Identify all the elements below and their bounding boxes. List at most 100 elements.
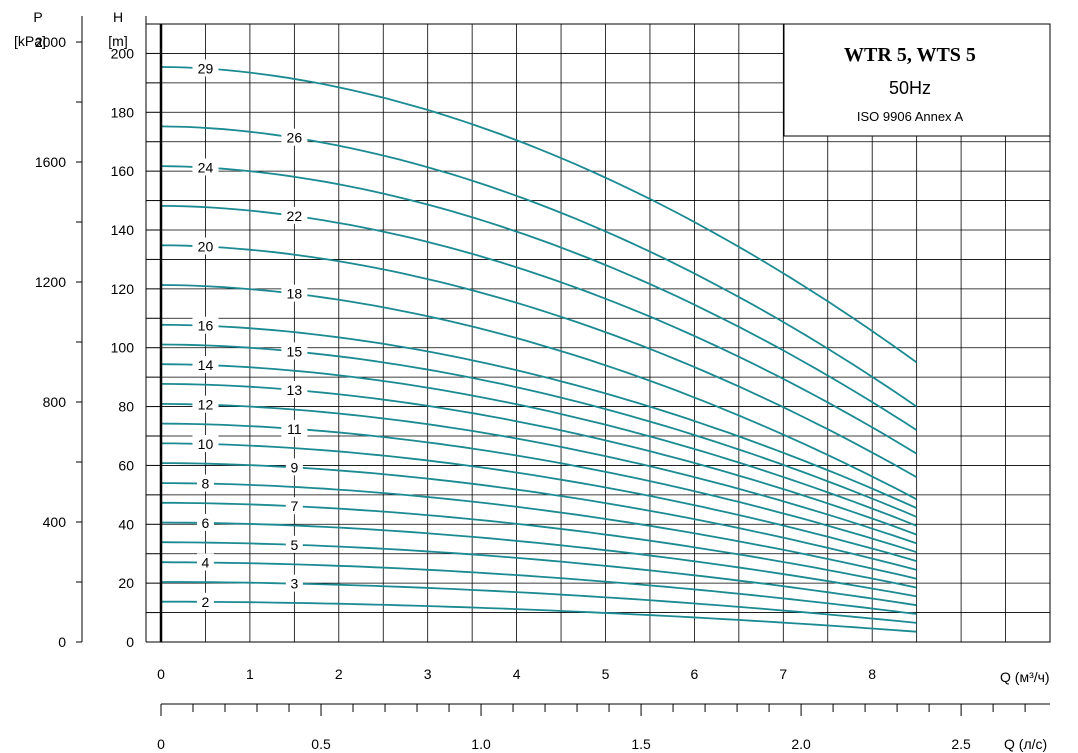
curve-label-6: 6 [202, 515, 210, 531]
curve-label-bg [192, 356, 219, 374]
curve-label-bg [196, 513, 214, 531]
curve-label-20: 20 [198, 239, 214, 255]
axes: P [kPa] H [m] Q (м³/ч) Q (л/с) 020406080… [14, 9, 1050, 752]
curve-label-14: 14 [198, 357, 214, 373]
x2-axis-tick-label: 0.5 [311, 736, 331, 752]
x-axis-label: Q (м³/ч) [1000, 669, 1050, 685]
x2-axis-tick-label: 1.5 [631, 736, 651, 752]
h-axis-tick-label: 80 [118, 399, 134, 415]
curve-label-22: 22 [287, 208, 303, 224]
curve-label-bg [281, 419, 308, 437]
h-axis-tick-label: 200 [111, 45, 135, 61]
x2-axis-tick-label: 2.0 [791, 736, 811, 752]
legend-title: WTR 5, WTS 5 [844, 44, 976, 66]
curve-label-13: 13 [287, 382, 303, 398]
curve-stages-20 [160, 244, 918, 478]
curve-label-2: 2 [202, 594, 210, 610]
curve-label-bg [192, 158, 219, 176]
curve-label-18: 18 [287, 286, 303, 302]
curve-stages-7 [161, 501, 917, 589]
curve-stages-26 [160, 125, 918, 408]
curve-label-24: 24 [198, 160, 214, 176]
x2-axis-label: Q (л/с) [1004, 736, 1047, 752]
x-axis-tick-label: 3 [424, 666, 432, 682]
y-axis-label-unit: [m] [108, 33, 127, 49]
curve-label-bg [192, 316, 219, 334]
curve-stages-4 [160, 561, 917, 615]
curve-label-29: 29 [198, 61, 214, 77]
x-axis-tick-label: 8 [868, 666, 876, 682]
legend-frequency: 50Hz [889, 78, 931, 98]
curve-label-3: 3 [290, 576, 298, 592]
x2-axis-tick-label: 2.5 [951, 736, 971, 752]
curve-stages-5 [160, 541, 917, 607]
h-axis-tick-label: 40 [118, 516, 134, 532]
curve-label-bg [196, 553, 214, 571]
h-axis-tick-label: 100 [111, 340, 135, 356]
x-axis-tick-label: 7 [779, 666, 787, 682]
legend-standard: ISO 9906 Annex A [857, 109, 964, 124]
curve-label-bg [285, 535, 303, 553]
curve-labels: 2 3 4 5 6 7 8 9 10 11 12 13 14 15 16 18 20 22 24 26 29 [192, 59, 308, 610]
curve-label-12: 12 [198, 397, 214, 413]
x-axis-tick-label: 6 [691, 666, 699, 682]
x-axis-tick-label: 2 [335, 666, 343, 682]
curve-label-8: 8 [202, 476, 210, 492]
curve-label-bg [192, 434, 219, 452]
curve-label-11: 11 [287, 421, 302, 437]
curve-stages-10 [161, 442, 917, 562]
curve-label-bg [281, 380, 308, 398]
x-axis-tick-label: 1 [246, 666, 254, 682]
x-axis-tick-label: 4 [513, 666, 521, 682]
curve-label-9: 9 [290, 459, 298, 475]
curve-label-bg [285, 497, 303, 515]
curve-stages-14 [160, 363, 917, 527]
curve-label-bg [192, 395, 219, 413]
h-axis-tick-label: 60 [118, 457, 134, 473]
p-axis-tick-label: 800 [43, 394, 67, 410]
legend-box: WTR 5, WTS 5 50Hz ISO 9906 Annex A [783, 23, 1051, 137]
curve-label-bg [192, 237, 219, 255]
curve-stages-24 [160, 165, 918, 431]
x-axis-tick-label: 0 [157, 666, 165, 682]
h-axis-tick-label: 180 [111, 104, 135, 120]
p-axis-tick-label: 1200 [35, 274, 66, 290]
curve-label-16: 16 [198, 318, 214, 334]
curve-label-7: 7 [290, 498, 298, 514]
h-axis-tick-label: 120 [111, 281, 135, 297]
x-axis-tick-label: 5 [602, 666, 610, 682]
curve-label-10: 10 [198, 436, 214, 452]
curve-label-26: 26 [287, 130, 303, 146]
curve-label-bg [285, 458, 303, 476]
y2-axis-label-name: P [33, 9, 42, 25]
curve-stages-12 [160, 403, 917, 545]
curve-label-bg [196, 474, 214, 492]
y-axis-label-name: H [113, 9, 123, 25]
curve-label-4: 4 [202, 555, 210, 571]
y2-axis-label-unit: [kPa] [14, 33, 46, 49]
h-axis-tick-label: 160 [111, 163, 135, 179]
curve-label-bg [281, 284, 308, 302]
curve-label-5: 5 [290, 537, 298, 553]
curve-stages-6 [160, 521, 917, 598]
curve-label-bg [281, 206, 308, 224]
x2-axis-tick-label: 1.0 [471, 736, 491, 752]
curve-label-bg [285, 574, 303, 592]
curve-label-15: 15 [287, 343, 303, 359]
curve-label-bg [196, 592, 214, 610]
h-axis-tick-label: 20 [118, 575, 134, 591]
curve-label-bg [281, 342, 308, 360]
curve-stages-16 [160, 323, 917, 509]
h-axis-tick-label: 140 [111, 222, 135, 238]
h-axis-tick-label: 0 [126, 634, 134, 650]
curve-stages-2 [161, 600, 917, 633]
p-axis-tick-label: 1600 [35, 154, 66, 170]
p-axis-tick-label: 0 [58, 634, 66, 650]
curve-stages-15 [160, 343, 917, 518]
curves [160, 66, 918, 633]
curve-stages-8 [161, 482, 917, 580]
curve-stages-29 [160, 66, 918, 364]
p-axis-tick-label: 400 [43, 514, 67, 530]
curve-label-bg [281, 128, 308, 146]
